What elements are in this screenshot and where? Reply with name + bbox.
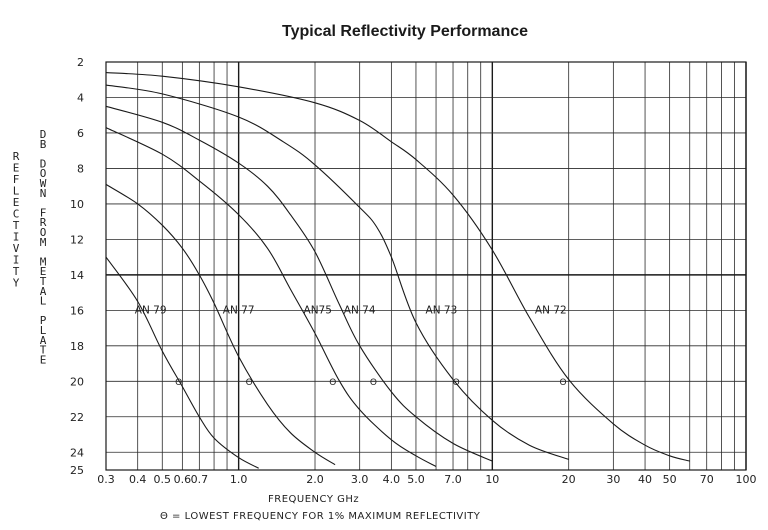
y-tick-label: 16 (70, 304, 84, 317)
x-tick-label: 100 (736, 473, 757, 486)
y-tick-label: 4 (77, 91, 84, 104)
x-tick-label: 30 (606, 473, 620, 486)
x-tick-labels: 0.3 0.4 0.5 0.6 0.7 1.0 2.0 3.0 4.0 5.0 7.0 10 20 30 4… (97, 473, 756, 486)
chart-title: Typical Reflectivity Performance (282, 23, 528, 40)
y-tick-label: 6 (77, 127, 84, 140)
lowest-frequency-marker: Θ (329, 378, 336, 388)
y-tick-label: 2 (77, 56, 84, 69)
y-tick-label: 18 (70, 340, 84, 353)
series-line-an-72 (105, 72, 690, 462)
chart-footnote: Θ = LOWEST FREQUENCY FOR 1% MAXIMUM REFL… (160, 511, 481, 522)
y-tick-label: 24 (70, 446, 84, 459)
x-tick-label: 0.3 (97, 473, 115, 486)
x-tick-label: 0.5 (154, 473, 172, 486)
series-label: AN 73 (426, 304, 458, 316)
series-labels: AN 79 AN 77 AN75 AN 74 AN 73 AN 72 (135, 304, 567, 316)
y-tick-label: 22 (70, 411, 84, 424)
lowest-frequency-marker: Θ (370, 378, 377, 388)
x-tick-label: 5.0 (407, 473, 425, 486)
lowest-frequency-marker: Θ (246, 378, 253, 388)
x-tick-label: 20 (562, 473, 576, 486)
grid-lines (105, 61, 747, 471)
x-tick-label: 3.0 (351, 473, 369, 486)
series-label: AN 79 (135, 304, 167, 316)
y-tick-label: 20 (70, 375, 84, 388)
y-tick-label: 10 (70, 198, 84, 211)
x-tick-label: 70 (700, 473, 714, 486)
x-tick-label: 2.0 (306, 473, 324, 486)
plot-frame (105, 61, 747, 471)
series-line-an-79 (105, 256, 259, 469)
series-curves (105, 72, 690, 469)
y-tick-label: 14 (70, 269, 84, 282)
x-tick-label: 50 (663, 473, 677, 486)
x-tick-label: 0.7 (191, 473, 209, 486)
x-tick-label: 40 (638, 473, 652, 486)
y-tick-label: 25 (70, 464, 84, 477)
series-label: AN 72 (535, 304, 567, 316)
lowest-frequency-marker: Θ (175, 378, 182, 388)
x-tick-label: 10 (485, 473, 499, 486)
series-line-an75 (105, 127, 437, 467)
series-line-an-77 (105, 183, 336, 466)
series-label: AN75 (304, 304, 332, 316)
lowest-frequency-marker: Θ (453, 378, 460, 388)
x-tick-label: 1.0 (230, 473, 248, 486)
series-label: AN 74 (344, 304, 376, 316)
lowest-frequency-marker: Θ (559, 378, 566, 388)
series-line-an-73 (105, 84, 569, 460)
series-line-an-74 (105, 105, 493, 462)
y-tick-label: 8 (77, 162, 84, 175)
y-tick-label: 12 (70, 233, 84, 246)
x-tick-label: 0.6 (174, 473, 192, 486)
x-axis-label: FREQUENCY GHz (268, 494, 359, 505)
x-tick-label: 7.0 (444, 473, 462, 486)
series-label: AN 77 (223, 304, 255, 316)
x-tick-label: 0.4 (129, 473, 147, 486)
x-tick-label: 4.0 (383, 473, 401, 486)
